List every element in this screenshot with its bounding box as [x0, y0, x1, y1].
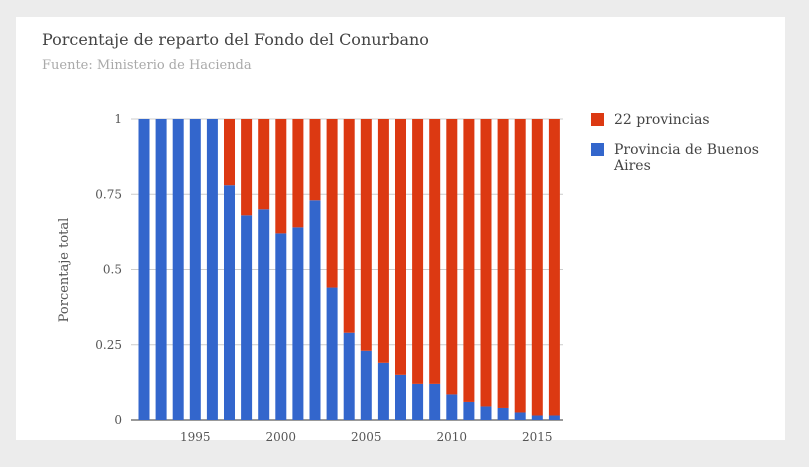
- bar-22-provincias: [275, 119, 287, 234]
- bar-22-provincias: [531, 119, 543, 416]
- bar-buenos-aires: [377, 362, 389, 420]
- y-tick-label: 0: [114, 413, 122, 427]
- bar-22-provincias: [258, 119, 270, 210]
- x-tick-label: 2000: [266, 430, 297, 444]
- x-axis-ticks: 1995 2000 2005 2010 2015: [180, 430, 553, 444]
- legend-swatch-22-provincias: [591, 113, 604, 126]
- bar-buenos-aires: [309, 200, 321, 420]
- bar-buenos-aires: [429, 383, 441, 420]
- chart-title: Porcentaje de reparto del Fondo del Conu…: [42, 30, 429, 49]
- bar-22-provincias: [377, 119, 389, 363]
- chart-subtitle: Fuente: Ministerio de Hacienda: [42, 58, 252, 73]
- bar-22-provincias: [343, 119, 355, 333]
- y-tick-label: 0.5: [103, 263, 122, 277]
- bar-22-provincias: [326, 119, 338, 288]
- bar-buenos-aires: [360, 350, 372, 420]
- bar-buenos-aires: [412, 383, 424, 420]
- x-tick-label: 2015: [522, 430, 553, 444]
- x-tick-label: 2005: [351, 430, 382, 444]
- bar-buenos-aires: [531, 415, 543, 420]
- bar-buenos-aires: [463, 401, 475, 420]
- bar-buenos-aires: [241, 215, 253, 420]
- x-tick-label: 1995: [180, 430, 211, 444]
- bar-buenos-aires: [138, 119, 150, 420]
- y-tick-label: 1: [114, 112, 122, 126]
- bar-buenos-aires: [326, 287, 338, 420]
- bar-buenos-aires: [446, 394, 458, 420]
- bar-22-provincias: [548, 119, 560, 416]
- legend-swatch-buenos-aires: [591, 143, 604, 156]
- bar-22-provincias: [412, 119, 424, 384]
- y-axis-ticks: 0 0.25 0.5 0.75 1: [95, 112, 122, 427]
- bars: [138, 119, 560, 420]
- bar-buenos-aires: [480, 406, 492, 420]
- bar-22-provincias: [497, 119, 509, 408]
- y-tick-label: 0.75: [95, 187, 122, 201]
- bar-22-provincias: [480, 119, 492, 407]
- bar-buenos-aires: [206, 119, 218, 420]
- bar-22-provincias: [309, 119, 321, 201]
- bar-buenos-aires: [224, 185, 235, 420]
- bar-22-provincias: [446, 119, 458, 395]
- bar-22-provincias: [241, 119, 253, 216]
- bar-buenos-aires: [343, 332, 355, 420]
- legend-label-22-provincias: 22 provincias: [614, 112, 710, 128]
- bar-22-provincias: [395, 119, 406, 375]
- bar-22-provincias: [463, 119, 475, 402]
- bar-buenos-aires: [155, 119, 167, 420]
- legend-label-buenos-aires: Provincia de Buenos: [614, 142, 759, 158]
- y-tick-label: 0.25: [95, 338, 122, 352]
- y-axis-label: Porcentaje total: [57, 218, 72, 323]
- bar-buenos-aires: [514, 412, 526, 420]
- bar-buenos-aires: [395, 374, 406, 420]
- bar-22-provincias: [360, 119, 372, 351]
- bar-22-provincias: [429, 119, 441, 384]
- bar-buenos-aires: [292, 227, 304, 420]
- bar-buenos-aires: [258, 209, 270, 420]
- bar-buenos-aires: [189, 119, 201, 420]
- bar-buenos-aires: [497, 407, 509, 420]
- bar-22-provincias: [224, 119, 235, 186]
- bar-22-provincias: [292, 119, 304, 228]
- legend-label-buenos-aires: Aires: [613, 158, 651, 174]
- x-tick-label: 2010: [437, 430, 468, 444]
- bar-buenos-aires: [275, 233, 287, 420]
- bar-22-provincias: [514, 119, 526, 413]
- bar-buenos-aires: [548, 415, 560, 420]
- bar-buenos-aires: [172, 119, 184, 420]
